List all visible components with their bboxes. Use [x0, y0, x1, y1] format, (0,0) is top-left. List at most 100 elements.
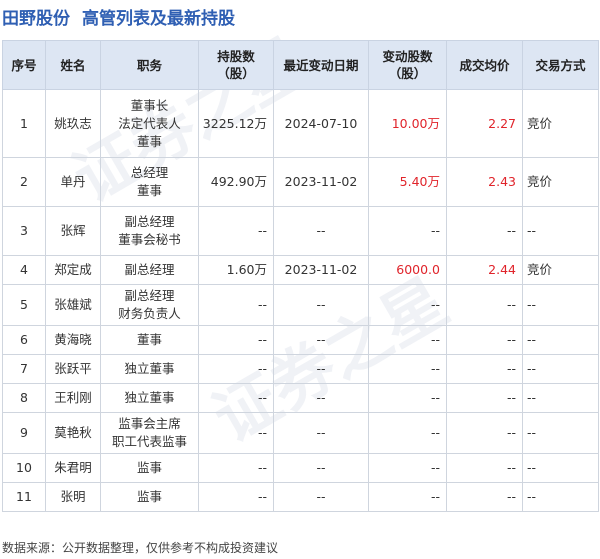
executive-name: 张明: [45, 482, 101, 512]
shares-changed: --: [368, 482, 447, 512]
table-row: 1 姚玖志 董事长 法定代表人 董事 3225.12万 2024-07-10 10.00万 2.…: [2, 89, 599, 158]
shares-held: --: [198, 412, 274, 454]
executive-name: 黄海晓: [45, 325, 101, 355]
executive-position: 监事会主席 职工代表监事: [100, 412, 199, 454]
executive-name: 张雄斌: [45, 284, 101, 326]
table-row: 10 朱君明 监事 -- -- -- -- --: [2, 453, 599, 483]
row-number: 11: [2, 482, 46, 512]
shares-changed: 6000.0: [368, 255, 447, 285]
trade-method: --: [522, 482, 599, 512]
page-title: 高管列表及最新持股: [82, 8, 235, 29]
change-date: --: [273, 325, 369, 355]
executive-position: 副总经理 财务负责人: [100, 284, 199, 326]
executive-name: 张跃平: [45, 354, 101, 384]
average-price: --: [446, 206, 523, 256]
trade-method: --: [522, 412, 599, 454]
executive-position: 副总经理 董事会秘书: [100, 206, 199, 256]
table-row: 5 张雄斌 副总经理 财务负责人 -- -- -- -- --: [2, 284, 599, 326]
trade-method: --: [522, 284, 599, 326]
trade-method: --: [522, 383, 599, 413]
row-number: 6: [2, 325, 46, 355]
shares-changed: --: [368, 206, 447, 256]
table-row: 8 王利刚 独立董事 -- -- -- -- --: [2, 383, 599, 413]
executive-position: 董事长法定代表人董事: [100, 89, 199, 158]
executive-name: 莫艳秋: [45, 412, 101, 454]
change-date: --: [273, 482, 369, 512]
table-row: 6 黄海晓 董事 -- -- -- -- --: [2, 325, 599, 355]
position-line: 总经理: [130, 165, 169, 180]
trade-method: --: [522, 206, 599, 256]
position-line: 副总经理: [124, 262, 175, 277]
shares-changed: --: [368, 325, 447, 355]
row-number: 4: [2, 255, 46, 285]
average-price: --: [446, 453, 523, 483]
position-line: 董事会秘书: [118, 232, 181, 247]
shares-changed: --: [368, 383, 447, 413]
change-date: --: [273, 453, 369, 483]
executive-position: 副总经理: [100, 255, 199, 285]
trade-method: 竞价: [522, 157, 599, 207]
table-row: 3 张辉 副总经理 董事会秘书 -- -- -- -- --: [2, 206, 599, 256]
position-line: 副总经理: [124, 214, 175, 229]
title-row: 田野股份 高管列表及最新持股: [2, 3, 235, 29]
executive-name: 王利刚: [45, 383, 101, 413]
average-price: 2.44: [446, 255, 523, 285]
shares-held: --: [198, 284, 274, 326]
change-date: --: [273, 354, 369, 384]
header-date: 最近变动日期: [273, 40, 369, 90]
header-name: 姓名: [45, 40, 101, 90]
table-row: 7 张跃平 独立董事 -- -- -- -- --: [2, 354, 599, 384]
header-no: 序号: [2, 40, 46, 90]
change-date: --: [273, 412, 369, 454]
position-line: 董事: [136, 133, 162, 149]
shares-held: --: [198, 354, 274, 384]
shares-held: --: [198, 206, 274, 256]
table-row: 2 单丹 总经理 董事 492.90万 2023-11-02 5.40万 2.43 竞价: [2, 157, 599, 207]
shares-changed: 5.40万: [368, 157, 447, 207]
row-number: 5: [2, 284, 46, 326]
trade-method: 竞价: [522, 89, 599, 158]
average-price: --: [446, 354, 523, 384]
row-number: 9: [2, 412, 46, 454]
row-number: 3: [2, 206, 46, 256]
trade-method: --: [522, 453, 599, 483]
change-date: --: [273, 284, 369, 326]
shares-changed: 10.00万: [368, 89, 447, 158]
row-number: 2: [2, 157, 46, 207]
shares-held: --: [198, 453, 274, 483]
row-number: 10: [2, 453, 46, 483]
average-price: --: [446, 325, 523, 355]
executive-name: 单丹: [45, 157, 101, 207]
position-line: 副总经理: [124, 288, 175, 303]
position-line: 董事长: [130, 97, 169, 113]
header-change: 变动股数 （股）: [368, 40, 447, 90]
position-line: 财务负责人: [118, 306, 181, 321]
executive-name: 郑定成: [45, 255, 101, 285]
average-price: --: [446, 383, 523, 413]
table-row: 9 莫艳秋 监事会主席 职工代表监事 -- -- -- -- --: [2, 412, 599, 454]
shares-changed: --: [368, 284, 447, 326]
shares-held: 492.90万: [198, 157, 274, 207]
shares-held: --: [198, 383, 274, 413]
average-price: 2.27: [446, 89, 523, 158]
position-line: 独立董事: [124, 361, 175, 376]
header-price: 成交均价: [446, 40, 523, 90]
company-name: 田野股份: [2, 8, 70, 29]
table-row: 4 郑定成 副总经理 1.60万 2023-11-02 6000.0 2.44 竞价: [2, 255, 599, 285]
header-position: 职务: [100, 40, 199, 90]
position-line: 法定代表人: [118, 115, 181, 131]
executive-position: 独立董事: [100, 383, 199, 413]
shares-changed: --: [368, 453, 447, 483]
row-number: 1: [2, 89, 46, 158]
row-number: 7: [2, 354, 46, 384]
change-date: --: [273, 206, 369, 256]
executive-name: 姚玖志: [45, 89, 101, 158]
position-line: 董事: [136, 183, 162, 198]
trade-method: 竞价: [522, 255, 599, 285]
position-line: 职工代表监事: [111, 434, 187, 449]
executive-position: 监事: [100, 482, 199, 512]
shares-held: 1.60万: [198, 255, 274, 285]
shares-held: --: [198, 482, 274, 512]
executive-name: 张辉: [45, 206, 101, 256]
average-price: --: [446, 482, 523, 512]
